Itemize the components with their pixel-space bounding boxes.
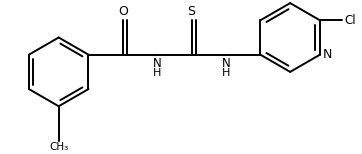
Text: H: H [222, 68, 230, 78]
Text: Cl: Cl [344, 14, 355, 27]
Text: CH₃: CH₃ [49, 142, 68, 152]
Text: O: O [118, 5, 128, 18]
Text: N: N [323, 48, 332, 61]
Text: N: N [222, 57, 230, 70]
Text: N: N [153, 57, 161, 70]
Text: H: H [153, 68, 161, 78]
Text: S: S [188, 5, 195, 18]
